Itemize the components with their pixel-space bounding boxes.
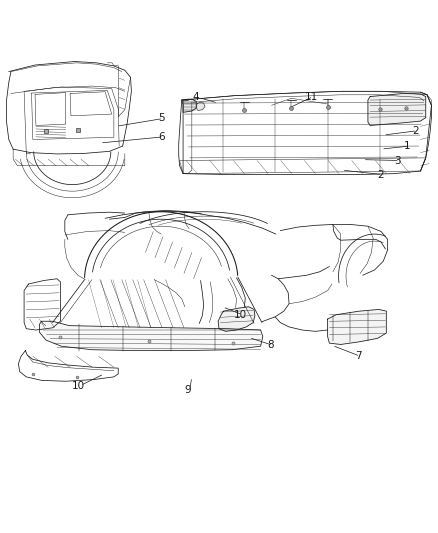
Polygon shape [368,93,426,125]
Polygon shape [182,99,196,112]
Polygon shape [196,102,205,110]
Polygon shape [39,321,263,351]
Text: 10: 10 [233,310,247,320]
Text: 3: 3 [394,156,401,166]
Polygon shape [218,307,255,332]
Text: 7: 7 [355,351,362,361]
Text: 4: 4 [193,92,200,102]
Text: 9: 9 [184,385,191,395]
Polygon shape [368,93,426,125]
Polygon shape [196,102,205,110]
Polygon shape [218,307,255,332]
Text: 5: 5 [158,114,165,124]
Text: 11: 11 [304,92,318,102]
Text: 8: 8 [267,341,274,350]
Polygon shape [39,321,263,351]
Text: 10: 10 [71,381,85,391]
Text: 6: 6 [158,132,165,142]
Polygon shape [182,99,196,112]
Text: 2: 2 [412,126,419,136]
Polygon shape [328,310,386,344]
Polygon shape [328,310,386,344]
Text: 1: 1 [404,141,411,151]
Text: 2: 2 [377,169,384,180]
